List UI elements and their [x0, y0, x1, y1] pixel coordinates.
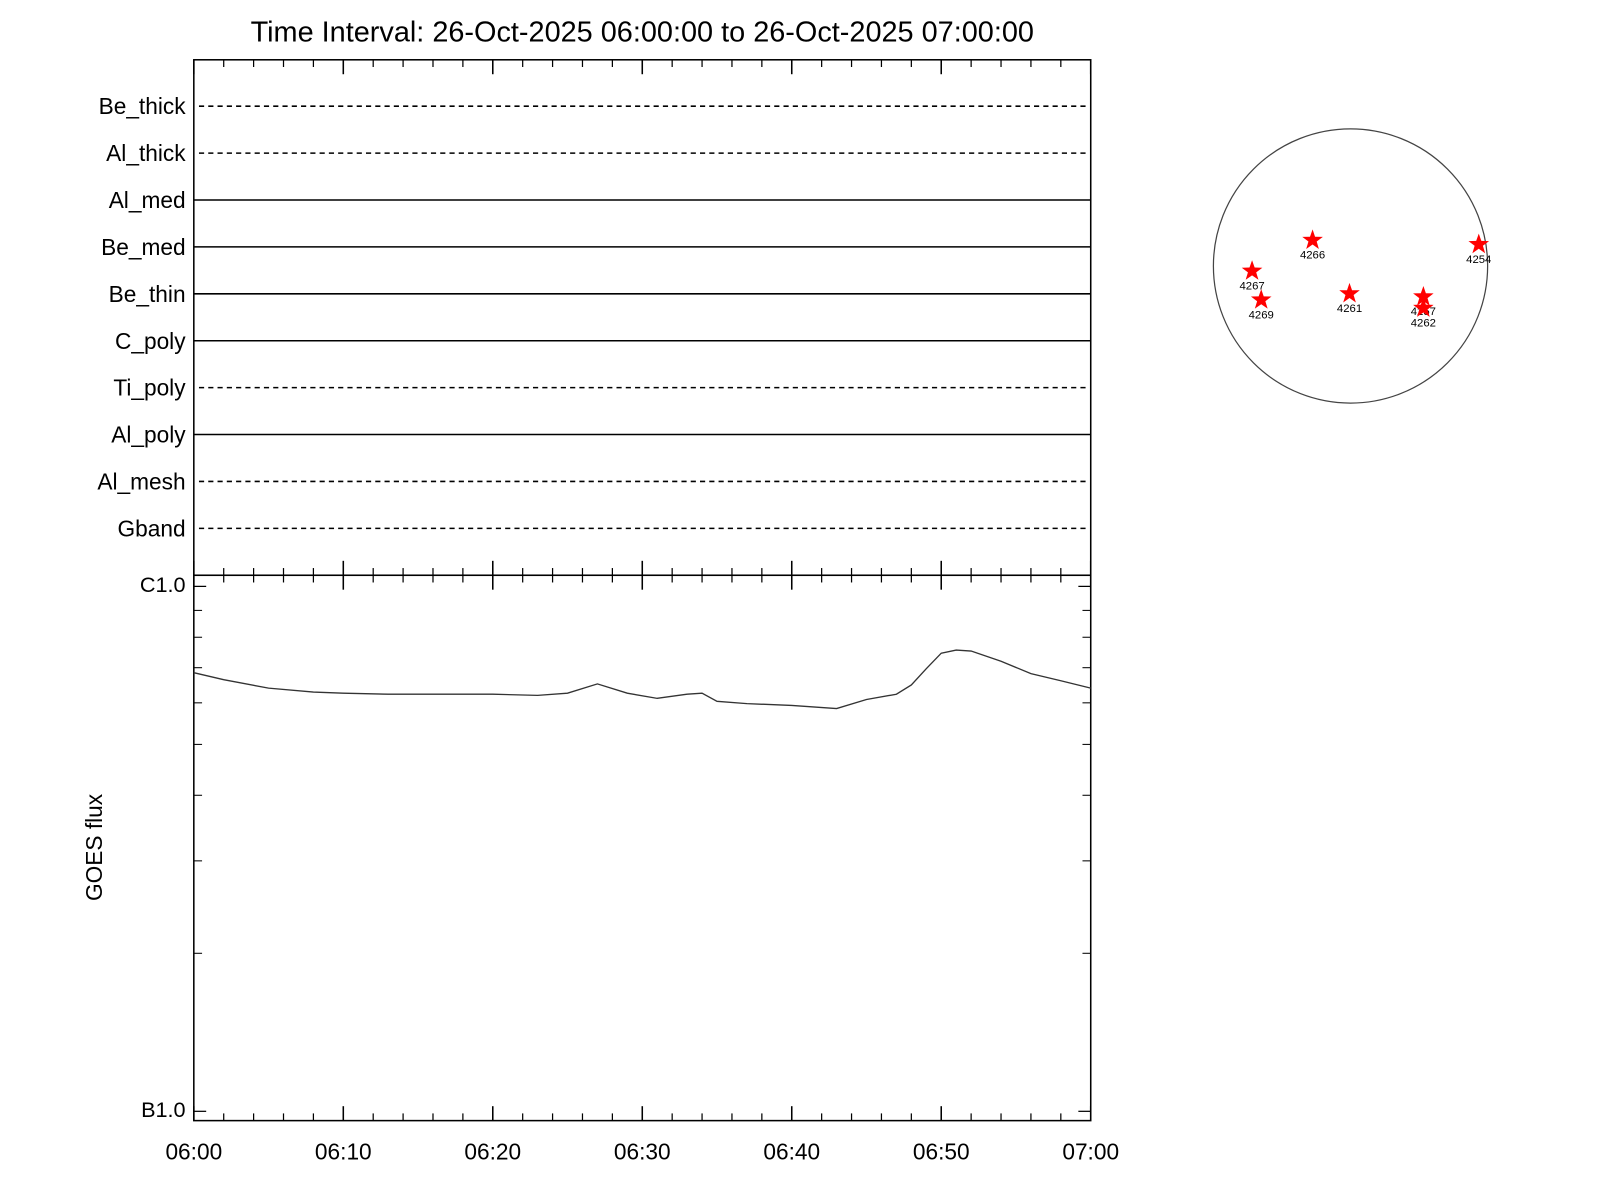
region-star [1302, 229, 1323, 249]
row-label: Be_med [101, 234, 185, 260]
region-star [1413, 285, 1434, 306]
row-label: Ti_poly [113, 375, 186, 401]
row-label: Be_thick [99, 93, 187, 119]
row-label: Al_thick [106, 140, 186, 166]
flux-line [193, 649, 1091, 710]
region-star [1250, 289, 1272, 309]
region-label: 4261 [1337, 303, 1362, 315]
chart-title: Time Interval: 26-Oct-2025 06:00:00 to 2… [251, 17, 1034, 49]
region-label: 4254 [1466, 254, 1491, 266]
region-label: 4267 [1239, 281, 1264, 293]
region-star [1413, 297, 1434, 317]
row-label: C_poly [115, 328, 186, 354]
region-label: 4269 [1249, 309, 1274, 321]
x-tick-label: 07:00 [1062, 1139, 1119, 1165]
region-star [1339, 282, 1360, 303]
x-tick-label: 06:20 [464, 1139, 521, 1165]
row-label: Al_med [109, 187, 186, 213]
x-tick-label: 06:40 [763, 1139, 820, 1165]
x-tick-label: 06:30 [614, 1139, 671, 1165]
row-label: Al_mesh [97, 468, 185, 494]
y-tick-label: B1.0 [141, 1097, 186, 1122]
region-label: 4266 [1300, 250, 1325, 262]
x-tick-label: 06:50 [913, 1139, 970, 1165]
solar-disk [1212, 128, 1489, 404]
row-label: Gband [117, 515, 185, 541]
row-label: Be_thin [109, 281, 186, 307]
x-tick-label: 06:00 [165, 1139, 222, 1165]
region-star [1468, 233, 1490, 254]
region-star [1241, 260, 1263, 280]
x-tick-label: 06:10 [315, 1139, 372, 1165]
y-tick-label: C1.0 [140, 572, 186, 597]
row-label: Al_poly [111, 422, 186, 448]
region-label: 4262 [1411, 318, 1436, 330]
y-axis-label: GOES flux [81, 793, 107, 901]
